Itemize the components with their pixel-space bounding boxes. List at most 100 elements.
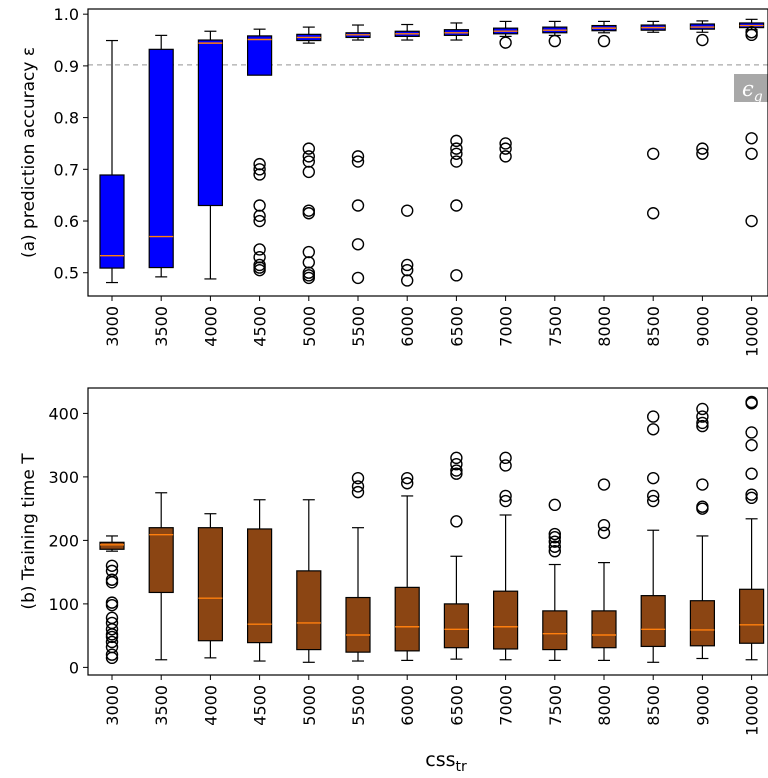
x-tick-label: 8500	[644, 306, 663, 347]
outlier-point	[105, 576, 119, 589]
x-tick-label: 6000	[398, 306, 417, 347]
outlier-point	[253, 209, 266, 223]
outlier-point	[647, 489, 660, 503]
box	[148, 48, 174, 269]
outlier-point	[745, 132, 758, 145]
outlier-point	[745, 426, 758, 439]
outlier-point	[696, 33, 709, 47]
outlier-point	[450, 464, 463, 477]
y-tick-label: 400	[48, 404, 79, 423]
outlier-point	[450, 269, 463, 282]
reference-label-box	[734, 74, 768, 102]
outlier-point	[745, 491, 758, 505]
box	[197, 39, 223, 207]
box	[394, 586, 420, 652]
x-tick-label: 5500	[349, 306, 368, 347]
y-axis-label: (b) Training time T	[19, 453, 39, 610]
y-tick-label: 1.0	[54, 5, 79, 24]
outlier-point	[351, 150, 365, 163]
training-time-panel: 0 100 200 300 400 (b) Training time T 3000 3500…	[19, 387, 768, 775]
outlier-point	[696, 416, 709, 430]
outlier-point	[499, 451, 512, 465]
x-tick-label: 3000	[103, 685, 122, 726]
outlier-point	[696, 147, 709, 160]
box	[345, 596, 371, 653]
outlier-point	[548, 540, 561, 553]
outlier-point	[597, 478, 611, 491]
outlier-point	[499, 459, 512, 472]
outlier-point	[499, 150, 512, 163]
outlier-point	[548, 527, 561, 541]
outlier-point	[351, 480, 365, 493]
y-tick-label: 200	[48, 531, 79, 550]
outlier-point	[351, 471, 365, 485]
accuracy-panel: ϵg0.50.60.70.80.91.0(a) prediction accur…	[19, 5, 768, 357]
outlier-point	[253, 243, 266, 256]
outlier-point	[351, 271, 365, 285]
y-tick-label: 0.9	[54, 57, 79, 76]
outlier-point	[548, 544, 561, 558]
y-axis-label: (a) prediction accuracy ε	[19, 47, 39, 258]
outlier-point	[696, 478, 709, 491]
outlier-point	[351, 485, 365, 499]
outlier-point	[105, 598, 119, 612]
outlier-point	[253, 214, 266, 228]
x-tick-label: 4500	[251, 306, 270, 347]
outlier-point	[647, 207, 660, 220]
outlier-point	[450, 147, 463, 160]
box	[197, 527, 223, 642]
x-tick-label: 7000	[497, 306, 516, 347]
box	[443, 603, 469, 649]
outlier-point	[499, 137, 512, 150]
x-tick-label: 6500	[447, 306, 466, 347]
box	[542, 610, 568, 651]
outlier-point	[253, 168, 266, 181]
outlier-point	[647, 147, 660, 160]
box	[247, 35, 273, 76]
outlier-point	[302, 207, 315, 220]
box	[738, 588, 765, 644]
outlier-point	[647, 471, 660, 485]
y-tick-label: 0.8	[54, 109, 79, 128]
y-tick-label: 0.7	[54, 160, 79, 179]
outlier-point	[401, 258, 414, 272]
x-tick-label: 4000	[201, 306, 220, 347]
x-tick-label: 3500	[152, 306, 171, 347]
x-tick-label: 5000	[300, 306, 319, 347]
outlier-point	[450, 134, 463, 148]
outlier-point	[401, 204, 414, 217]
outlier-point	[105, 623, 119, 636]
outlier-point	[450, 142, 463, 155]
x-tick-label: 8500	[644, 685, 663, 726]
x-tick-label: 10000	[743, 306, 762, 357]
outlier-point	[105, 648, 119, 661]
x-tick-label: 7000	[497, 685, 516, 726]
reference-label-subscript: g	[754, 89, 763, 105]
y-tick-label: 0.6	[54, 212, 79, 231]
axes-frame	[87, 387, 768, 676]
outlier-point	[696, 142, 709, 155]
outlier-point	[597, 526, 611, 539]
box	[247, 528, 273, 644]
x-tick-label: 7500	[546, 685, 565, 726]
x-tick-label: 3000	[103, 306, 122, 347]
outlier-point	[745, 147, 758, 160]
outlier-point	[105, 559, 119, 572]
outlier-point	[450, 155, 463, 168]
outlier-point	[647, 410, 660, 423]
outlier-point	[548, 535, 561, 548]
outlier-point	[450, 199, 463, 212]
outlier-point	[302, 271, 315, 285]
outlier-point	[696, 410, 709, 423]
outlier-point	[302, 142, 315, 155]
outlier-point	[450, 451, 463, 465]
y-tick-label: 100	[48, 595, 79, 614]
box	[591, 610, 617, 649]
outlier-point	[696, 502, 709, 515]
outlier-point	[745, 438, 758, 452]
y-tick-label: 300	[48, 468, 79, 487]
outlier-point	[253, 263, 266, 277]
outlier-point	[302, 150, 315, 163]
outlier-point	[499, 489, 512, 503]
